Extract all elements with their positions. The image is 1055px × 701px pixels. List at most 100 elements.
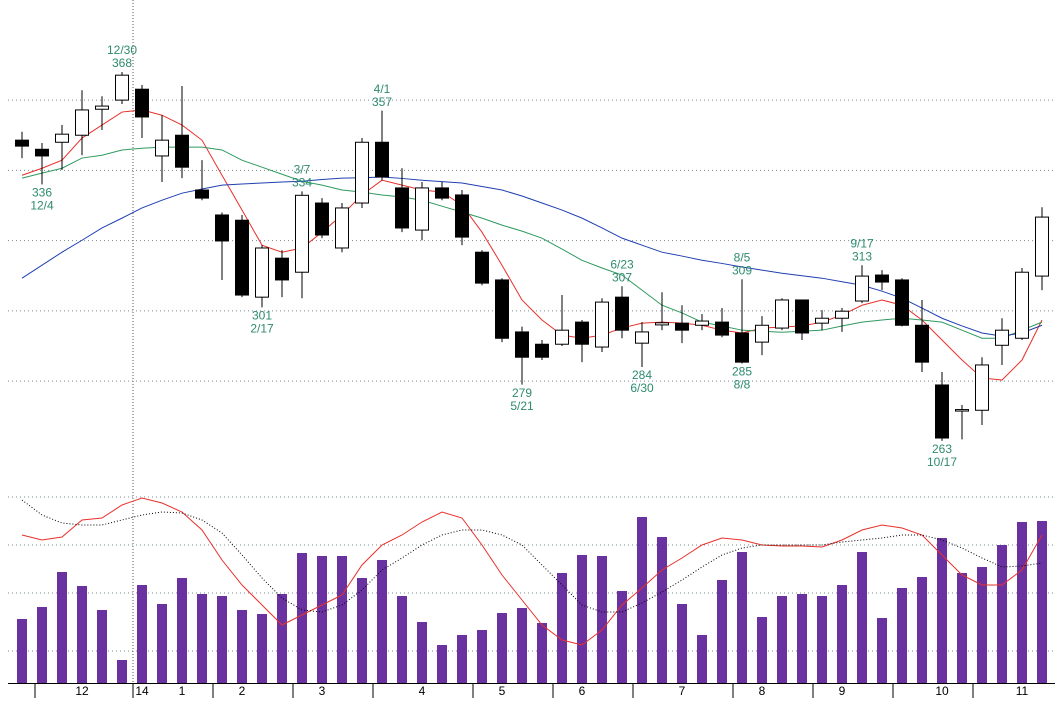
candle-body (435, 187, 449, 199)
candle-body (95, 105, 109, 110)
candle-body (635, 331, 649, 344)
candle-body (255, 247, 269, 298)
candle-body (35, 148, 49, 157)
volume-bar (577, 555, 587, 683)
volume-bar (117, 660, 127, 683)
volume-bar (337, 556, 347, 683)
candle-body (515, 331, 529, 358)
oscillator-line (21, 499, 1043, 613)
annotation-price: 357 (372, 95, 392, 109)
candle-body (695, 320, 709, 326)
annotation-date: 5/21 (510, 399, 534, 413)
candle-body (235, 219, 249, 296)
x-tick-label: 8 (759, 684, 766, 698)
volume-bar (437, 645, 447, 683)
annotation-price: 263 (932, 442, 952, 456)
candle-body (335, 207, 349, 249)
volume-bar (557, 573, 567, 683)
volume-bar (37, 607, 47, 683)
candle-body (955, 409, 969, 412)
candle-body (475, 251, 489, 284)
annotation-date: 9/17 (850, 236, 874, 250)
x-tick-label: 4 (419, 684, 426, 698)
candle-body (175, 134, 189, 168)
candle-body (275, 257, 289, 281)
volume-bar (657, 537, 667, 683)
candle-body (715, 321, 729, 336)
volume-bar (217, 596, 227, 683)
x-tick-label: 9 (839, 684, 846, 698)
annotation-price: 279 (512, 386, 532, 400)
volume-bar (537, 623, 547, 683)
candle-body (135, 88, 149, 118)
volume-bar (397, 596, 407, 683)
volume-bar (477, 630, 487, 683)
volume-bar (97, 610, 107, 683)
candle-body (535, 343, 549, 358)
volume-bar (777, 596, 787, 683)
annotation-date: 8/5 (734, 250, 751, 264)
candle-body (1015, 271, 1029, 339)
candle-body (595, 301, 609, 348)
annotation-price: 301 (252, 309, 272, 323)
candle-body (15, 139, 29, 147)
annotation-price: 307 (612, 270, 632, 284)
candle-body (655, 322, 669, 326)
annotation-date: 6/23 (610, 257, 634, 271)
candle-body (755, 324, 769, 343)
volume-bar (317, 556, 327, 683)
volume-bar (277, 594, 287, 683)
volume-bar (157, 604, 167, 683)
candle-body (735, 332, 749, 363)
candle-body (215, 214, 229, 242)
volume-bar (177, 578, 187, 683)
candle-body (395, 187, 409, 229)
volume-bar (297, 553, 307, 683)
x-tick-label: 1 (179, 684, 186, 698)
x-tick-label: 7 (679, 684, 686, 698)
volume-bar (57, 572, 67, 683)
volume-bar (597, 556, 607, 683)
volume-bar (737, 552, 747, 683)
volume-bar (917, 577, 927, 683)
volume-bar (377, 560, 387, 683)
volume-bar (697, 635, 707, 683)
annotation-date: 6/30 (630, 381, 654, 395)
candle-body (835, 310, 849, 319)
oscillator-line (21, 497, 1043, 646)
candle-body (815, 317, 829, 324)
volume-bar (757, 617, 767, 683)
volume-bar (1017, 522, 1027, 683)
candle-body (455, 194, 469, 238)
annotation-price: 368 (112, 56, 132, 70)
annotation-price: 313 (852, 249, 872, 263)
volume-bar (137, 585, 147, 683)
candle-body (795, 299, 809, 334)
candle-body (495, 279, 509, 339)
volume-bar (17, 619, 27, 683)
x-tick-label: 10 (935, 684, 949, 698)
moving-average (21, 176, 1043, 337)
volume-bar (937, 538, 947, 683)
volume-bar (517, 608, 527, 683)
volume-bar (637, 517, 647, 683)
x-tick-label: 11 (1016, 684, 1029, 698)
month-ticks (34, 684, 974, 698)
volume-bar (717, 580, 727, 683)
annotation-date: 3/7 (294, 163, 311, 177)
annotation-price: 336 (32, 186, 52, 200)
x-tick-label: 2 (239, 684, 246, 698)
candle-body (895, 279, 909, 326)
volume-bar (497, 613, 507, 683)
